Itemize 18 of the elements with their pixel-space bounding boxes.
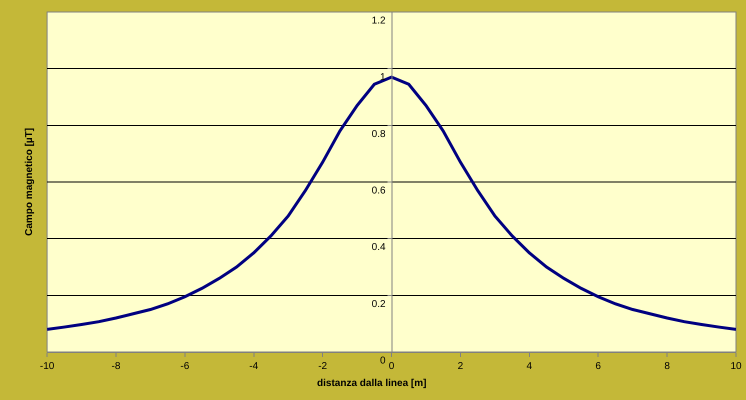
x-tick-label: -6	[180, 361, 190, 372]
x-tick-label: -10	[40, 361, 55, 372]
y-tick-label: 0.6	[372, 186, 386, 196]
y-tick-label: 0.2	[372, 298, 386, 310]
x-tick-label: 0	[388, 361, 395, 372]
x-tick-label: 4	[526, 361, 533, 372]
x-tick-label: 2	[458, 361, 464, 372]
x-tick-label: -2	[318, 361, 328, 372]
y-tick-label: 1.2	[372, 16, 386, 26]
x-tick-label: -8	[112, 361, 121, 372]
x-tick-label: 6	[595, 361, 602, 372]
x-tick-label: -4	[249, 361, 259, 372]
x-tick-label: 10	[730, 361, 742, 372]
y-tick-label: 0.8	[372, 128, 386, 140]
y-tick-label: 0.4	[372, 242, 386, 254]
x-axis-title: distanza dalla linea [m]	[317, 378, 426, 389]
x-tick-label: 8	[664, 361, 670, 372]
y-axis-title: Campo magnetico [µT]	[24, 128, 35, 236]
